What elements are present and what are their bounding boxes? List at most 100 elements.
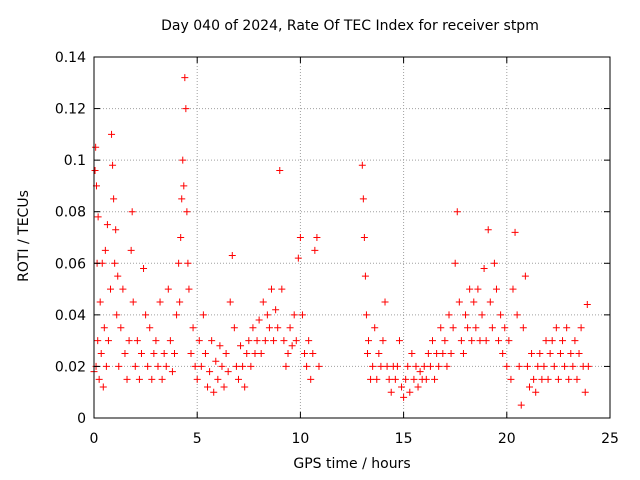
data-point — [214, 375, 222, 383]
data-point — [439, 350, 447, 358]
data-point — [453, 208, 461, 216]
data-point — [462, 311, 470, 319]
data-point — [311, 246, 319, 254]
y-tick-label: 0.14 — [55, 50, 86, 66]
data-point — [96, 298, 104, 306]
data-point — [128, 208, 136, 216]
data-point — [571, 337, 579, 345]
data-point — [175, 259, 183, 267]
data-point — [433, 350, 441, 358]
data-point — [288, 342, 296, 350]
data-point — [129, 298, 137, 306]
data-point — [115, 362, 123, 370]
data-point — [104, 337, 112, 345]
data-point — [395, 337, 403, 345]
data-point — [173, 311, 181, 319]
data-point — [457, 337, 465, 345]
data-point — [263, 311, 271, 319]
data-point — [519, 324, 527, 332]
data-point — [497, 311, 505, 319]
data-point — [101, 246, 109, 254]
data-point — [513, 311, 521, 319]
data-point — [232, 362, 240, 370]
data-point — [107, 285, 115, 293]
data-point — [416, 368, 424, 376]
data-point — [282, 362, 290, 370]
data-point — [511, 228, 519, 236]
data-point — [296, 234, 304, 241]
data-point — [301, 350, 309, 358]
data-point — [226, 298, 234, 306]
data-point — [183, 208, 191, 216]
data-point — [385, 375, 393, 383]
data-point — [528, 350, 536, 358]
data-point — [208, 337, 216, 345]
data-point — [158, 375, 166, 383]
data-point — [492, 285, 500, 293]
data-point — [478, 311, 486, 319]
data-point — [468, 337, 476, 345]
data-point — [464, 324, 472, 332]
data-point — [160, 350, 168, 358]
data-point — [286, 324, 294, 332]
data-point — [375, 350, 383, 358]
data-point — [466, 285, 474, 293]
data-point — [563, 324, 571, 332]
data-point — [247, 362, 255, 370]
data-point — [554, 375, 562, 383]
data-point — [234, 375, 242, 383]
data-point — [476, 337, 484, 345]
data-point — [184, 259, 192, 267]
data-point — [544, 375, 552, 383]
data-point — [412, 362, 420, 370]
data-point — [243, 350, 251, 358]
data-point — [95, 375, 103, 383]
data-point — [261, 337, 269, 345]
data-point — [131, 362, 139, 370]
data-point — [193, 375, 201, 383]
data-point — [435, 362, 443, 370]
data-point — [92, 143, 100, 151]
data-point — [359, 195, 367, 203]
data-point — [166, 337, 174, 345]
data-point — [177, 234, 185, 241]
x-tick-label: 25 — [601, 431, 619, 447]
y-tick-label: 0.04 — [55, 308, 86, 324]
data-point — [455, 298, 463, 306]
data-point — [561, 362, 569, 370]
x-tick-label: 0 — [90, 431, 99, 447]
plot-frame — [93, 56, 611, 419]
data-point — [410, 375, 418, 383]
data-point — [445, 311, 453, 319]
data-point — [133, 337, 141, 345]
data-point — [216, 342, 224, 350]
data-point — [523, 362, 531, 370]
data-point — [398, 383, 406, 391]
data-point — [272, 306, 280, 314]
y-tick-label: 0.1 — [64, 153, 86, 169]
data-point — [284, 350, 292, 358]
data-point — [210, 388, 218, 396]
data-point — [542, 337, 550, 345]
data-point — [137, 350, 145, 358]
data-point — [313, 234, 321, 241]
data-point — [119, 285, 127, 293]
y-tick-label: 0.12 — [55, 102, 86, 118]
data-point — [381, 298, 389, 306]
data-point — [117, 324, 125, 332]
data-point — [230, 324, 238, 332]
data-point — [509, 285, 517, 293]
data-point — [251, 350, 259, 358]
data-point — [276, 166, 284, 174]
data-point — [503, 362, 511, 370]
data-point — [447, 350, 455, 358]
data-point — [218, 362, 226, 370]
data-point — [187, 350, 195, 358]
data-point — [484, 226, 492, 234]
data-point — [142, 311, 150, 319]
data-point — [135, 375, 143, 383]
data-point — [103, 221, 111, 229]
data-point — [94, 213, 102, 221]
data-point — [584, 362, 592, 370]
data-point — [176, 298, 184, 306]
